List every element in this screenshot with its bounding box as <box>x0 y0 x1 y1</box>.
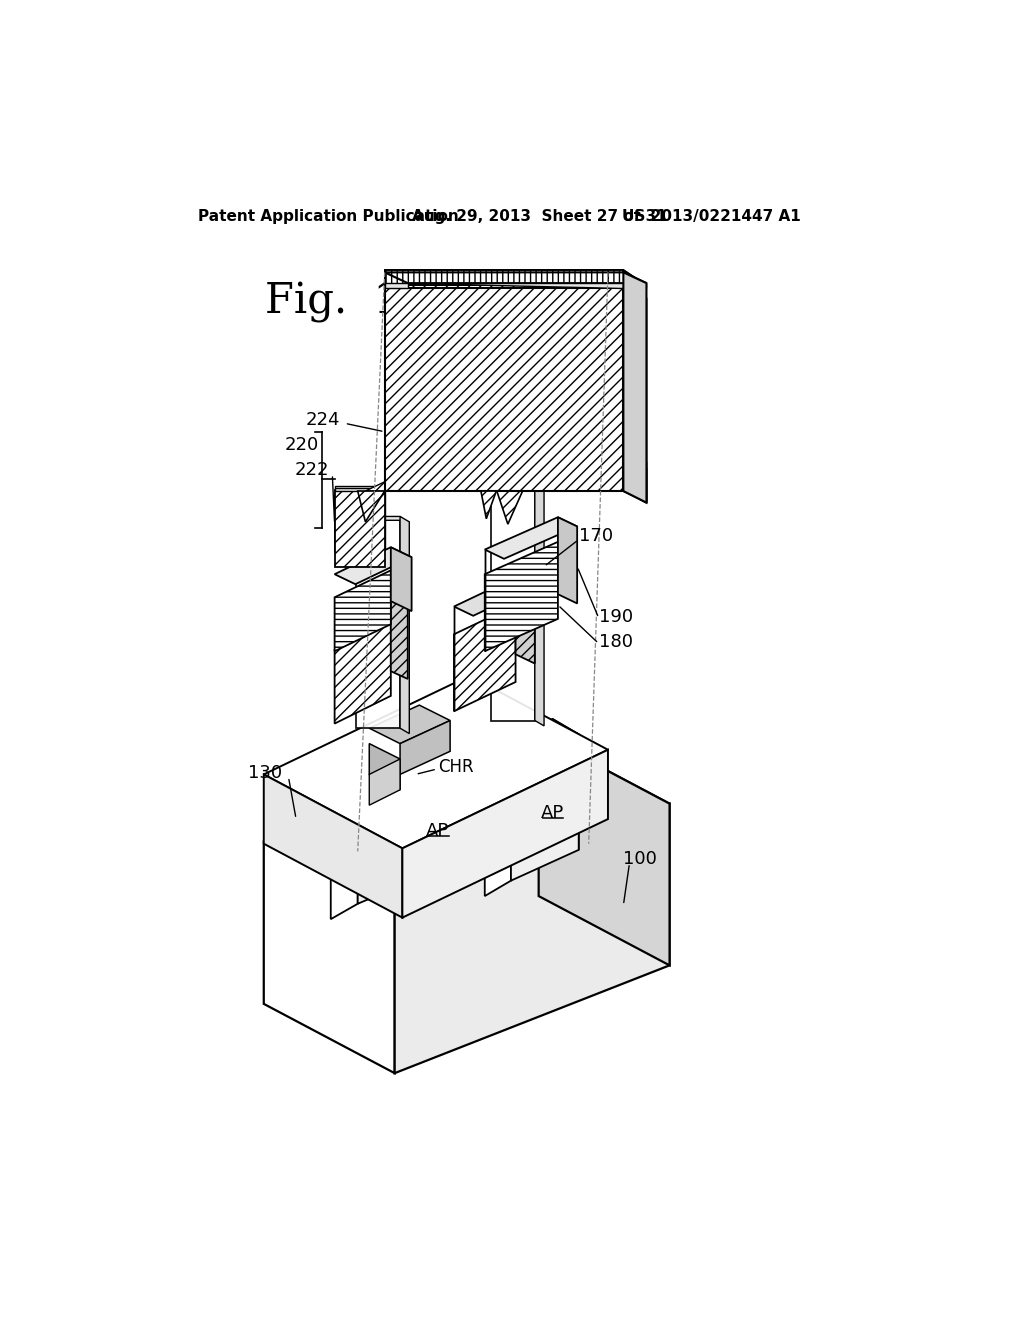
Polygon shape <box>335 488 385 491</box>
Polygon shape <box>385 271 624 285</box>
Polygon shape <box>400 721 451 775</box>
Polygon shape <box>624 272 646 503</box>
Polygon shape <box>490 490 535 721</box>
Polygon shape <box>335 486 385 490</box>
Polygon shape <box>264 676 608 849</box>
Polygon shape <box>331 742 431 789</box>
Polygon shape <box>264 842 394 1073</box>
Polygon shape <box>335 490 385 552</box>
Text: 220: 220 <box>285 436 318 454</box>
Text: AP: AP <box>541 804 564 822</box>
Text: Aug. 29, 2013  Sheet 27 of 31: Aug. 29, 2013 Sheet 27 of 31 <box>412 209 667 223</box>
Text: 190: 190 <box>599 607 633 626</box>
Polygon shape <box>335 622 391 723</box>
Text: Fig.  16: Fig. 16 <box>265 280 427 322</box>
Polygon shape <box>335 597 408 632</box>
Text: CHR: CHR <box>438 758 474 776</box>
Polygon shape <box>264 734 670 911</box>
Polygon shape <box>366 473 403 491</box>
Polygon shape <box>624 285 646 503</box>
Polygon shape <box>394 804 670 1073</box>
Polygon shape <box>558 517 578 603</box>
Polygon shape <box>385 271 646 285</box>
Text: 170: 170 <box>579 527 612 545</box>
Polygon shape <box>539 734 670 965</box>
Polygon shape <box>385 288 624 491</box>
Polygon shape <box>553 719 579 850</box>
Polygon shape <box>400 516 410 734</box>
Polygon shape <box>403 742 431 873</box>
Polygon shape <box>366 490 385 552</box>
Polygon shape <box>335 548 412 585</box>
Polygon shape <box>264 775 402 917</box>
Polygon shape <box>624 271 646 285</box>
Polygon shape <box>484 719 579 767</box>
Polygon shape <box>497 490 523 524</box>
Text: Patent Application Publication: Patent Application Publication <box>199 209 459 223</box>
Polygon shape <box>402 750 608 917</box>
Polygon shape <box>350 490 385 528</box>
Polygon shape <box>357 758 431 904</box>
Polygon shape <box>391 548 412 611</box>
Text: 224: 224 <box>306 412 341 429</box>
Polygon shape <box>370 759 400 805</box>
Polygon shape <box>385 285 624 490</box>
Polygon shape <box>484 543 558 651</box>
Text: 222: 222 <box>295 461 329 479</box>
Text: 180: 180 <box>599 634 633 651</box>
Polygon shape <box>335 570 391 651</box>
Text: US 2013/0221447 A1: US 2013/0221447 A1 <box>622 209 801 223</box>
Polygon shape <box>484 517 578 558</box>
Polygon shape <box>624 451 646 503</box>
Polygon shape <box>511 734 579 880</box>
Polygon shape <box>391 597 408 678</box>
Polygon shape <box>454 577 535 615</box>
Text: 130: 130 <box>249 764 283 781</box>
Polygon shape <box>357 491 385 521</box>
Text: AP: AP <box>425 821 449 840</box>
Polygon shape <box>385 272 646 284</box>
Polygon shape <box>497 451 624 490</box>
Polygon shape <box>370 705 451 743</box>
Polygon shape <box>481 491 497 519</box>
Polygon shape <box>385 284 408 288</box>
Polygon shape <box>515 577 535 664</box>
Polygon shape <box>331 775 357 919</box>
Polygon shape <box>335 491 385 566</box>
Polygon shape <box>535 486 544 726</box>
Polygon shape <box>408 284 646 288</box>
Polygon shape <box>454 605 515 711</box>
Polygon shape <box>497 455 646 466</box>
Polygon shape <box>370 743 400 789</box>
Polygon shape <box>356 516 403 520</box>
Polygon shape <box>484 751 511 896</box>
Polygon shape <box>624 457 646 503</box>
Polygon shape <box>490 486 539 490</box>
Polygon shape <box>497 457 624 491</box>
Text: 100: 100 <box>624 850 657 869</box>
Polygon shape <box>356 520 400 729</box>
